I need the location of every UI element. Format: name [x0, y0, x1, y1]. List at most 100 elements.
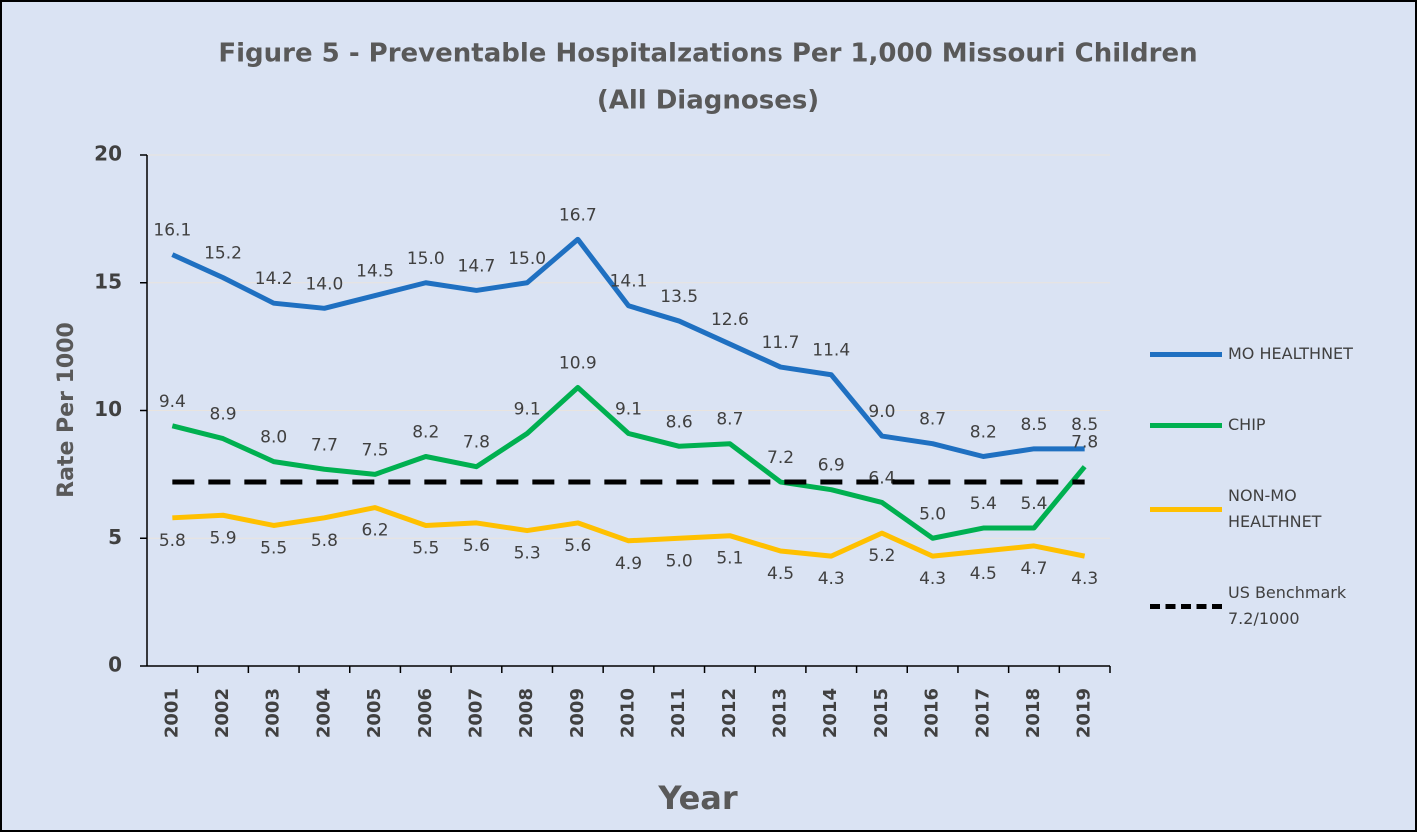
data-label: 5.9 [210, 528, 237, 548]
x-tick-label: 2008 [516, 688, 537, 738]
data-label: 5.6 [564, 536, 591, 556]
data-label: 14.0 [305, 274, 343, 294]
legend-label: NON-MO HEALTHNET [1228, 486, 1322, 531]
series-line [171, 236, 1085, 459]
data-label: 5.8 [311, 531, 338, 551]
data-label: 8.7 [716, 410, 743, 430]
x-axis-label: Year [657, 779, 738, 817]
data-label: 4.3 [1071, 569, 1098, 589]
data-label: 4.3 [818, 569, 845, 589]
data-label: 14.1 [610, 272, 648, 292]
x-tick-label: 2016 [922, 688, 943, 738]
y-tick-label: 10 [94, 397, 122, 421]
data-label: 5.5 [412, 538, 439, 558]
legend-swatch [1150, 603, 1222, 609]
legend-item: CHIP [1150, 412, 1358, 438]
data-label: 6.2 [362, 521, 389, 541]
data-label: 9.0 [868, 402, 895, 422]
data-label: 15.0 [508, 249, 546, 269]
y-tick-label: 0 [108, 653, 122, 677]
data-label: 5.0 [666, 551, 693, 571]
data-label: 8.7 [919, 410, 946, 430]
data-label: 4.5 [970, 564, 997, 584]
series-line [171, 385, 1087, 541]
data-label: 11.7 [762, 333, 800, 353]
y-tick-label: 20 [94, 142, 122, 166]
legend-label: US Benchmark 7.2/1000 [1228, 583, 1347, 628]
data-label: 6.4 [868, 468, 895, 488]
data-label: 4.5 [767, 564, 794, 584]
data-label: 5.2 [868, 546, 895, 566]
chart-title: Figure 5 - Preventable Hospitalzations P… [218, 39, 1197, 69]
legend: MO HEALTHNET CHIP NON-MO HEALTHNET US Bench… [1150, 341, 1358, 632]
x-tick-label: 2002 [212, 688, 233, 738]
x-tick-label: 2013 [770, 688, 791, 738]
x-tick-label: 2018 [1023, 688, 1044, 738]
x-tick-label: 2017 [972, 688, 993, 738]
data-label: 16.1 [153, 221, 191, 241]
data-label: 15.0 [407, 249, 445, 269]
data-label: 8.9 [210, 405, 237, 425]
x-tick-label: 2011 [668, 688, 689, 738]
data-label: 13.5 [660, 287, 698, 307]
data-label: 7.2 [767, 448, 794, 468]
data-label: 5.0 [919, 504, 946, 524]
y-tick-label: 15 [94, 269, 122, 293]
data-label: 14.2 [255, 269, 293, 289]
data-label: 7.8 [463, 433, 490, 453]
data-label: 8.2 [412, 422, 439, 442]
data-label: 9.1 [615, 399, 642, 419]
data-label: 15.2 [204, 244, 242, 264]
legend-swatch [1150, 351, 1222, 357]
y-tick-label: 5 [108, 525, 122, 549]
data-label: 11.4 [812, 341, 850, 361]
x-tick-label: 2019 [1074, 688, 1095, 738]
data-label: 4.9 [615, 554, 642, 574]
x-tick-label: 2005 [364, 688, 385, 738]
legend-swatch [1150, 422, 1222, 428]
data-label: 8.5 [1020, 415, 1047, 435]
data-label: 9.4 [159, 392, 186, 412]
data-label: 4.7 [1020, 559, 1047, 579]
data-label: 8.2 [970, 422, 997, 442]
data-label: 12.6 [711, 310, 749, 330]
data-label: 5.6 [463, 536, 490, 556]
legend-item: MO HEALTHNET [1150, 341, 1358, 367]
data-label: 8.6 [666, 412, 693, 432]
x-tick-label: 2015 [871, 688, 892, 738]
x-tick-label: 2006 [415, 688, 436, 738]
legend-swatch [1150, 506, 1222, 512]
data-label: 14.7 [458, 256, 496, 276]
data-label: 8.0 [260, 428, 287, 448]
data-label: 4.3 [919, 569, 946, 589]
data-label: 14.5 [356, 262, 394, 282]
chart-subtitle: (All Diagnoses) [597, 86, 819, 116]
data-label: 5.3 [514, 544, 541, 564]
series-line [172, 505, 1086, 559]
data-label: 9.1 [514, 399, 541, 419]
x-tick-label: 2012 [719, 688, 740, 738]
data-label: 5.4 [1020, 494, 1047, 514]
x-tick-label: 2004 [313, 688, 334, 738]
data-label: 16.7 [559, 205, 597, 225]
data-label: 7.5 [362, 440, 389, 460]
x-tick-label: 2010 [618, 688, 639, 738]
x-tick-label: 2003 [263, 688, 284, 738]
x-tick-label: 2007 [465, 688, 486, 738]
data-label: 6.9 [818, 456, 845, 476]
data-label: 5.5 [260, 538, 287, 558]
data-label: 7.8 [1071, 433, 1098, 453]
x-tick-label: 2009 [567, 688, 588, 738]
legend-item: NON-MO HEALTHNET [1150, 483, 1358, 535]
data-label: 10.9 [559, 354, 597, 374]
legend-label: CHIP [1228, 415, 1266, 434]
data-label: 7.7 [311, 435, 338, 455]
data-label: 8.5 [1071, 415, 1098, 435]
y-axis-label: Rate Per 1000 [54, 322, 79, 498]
legend-item: US Benchmark 7.2/1000 [1150, 580, 1358, 632]
data-label: 5.8 [159, 531, 186, 551]
data-label: 5.4 [970, 494, 997, 514]
legend-label: MO HEALTHNET [1228, 344, 1353, 363]
